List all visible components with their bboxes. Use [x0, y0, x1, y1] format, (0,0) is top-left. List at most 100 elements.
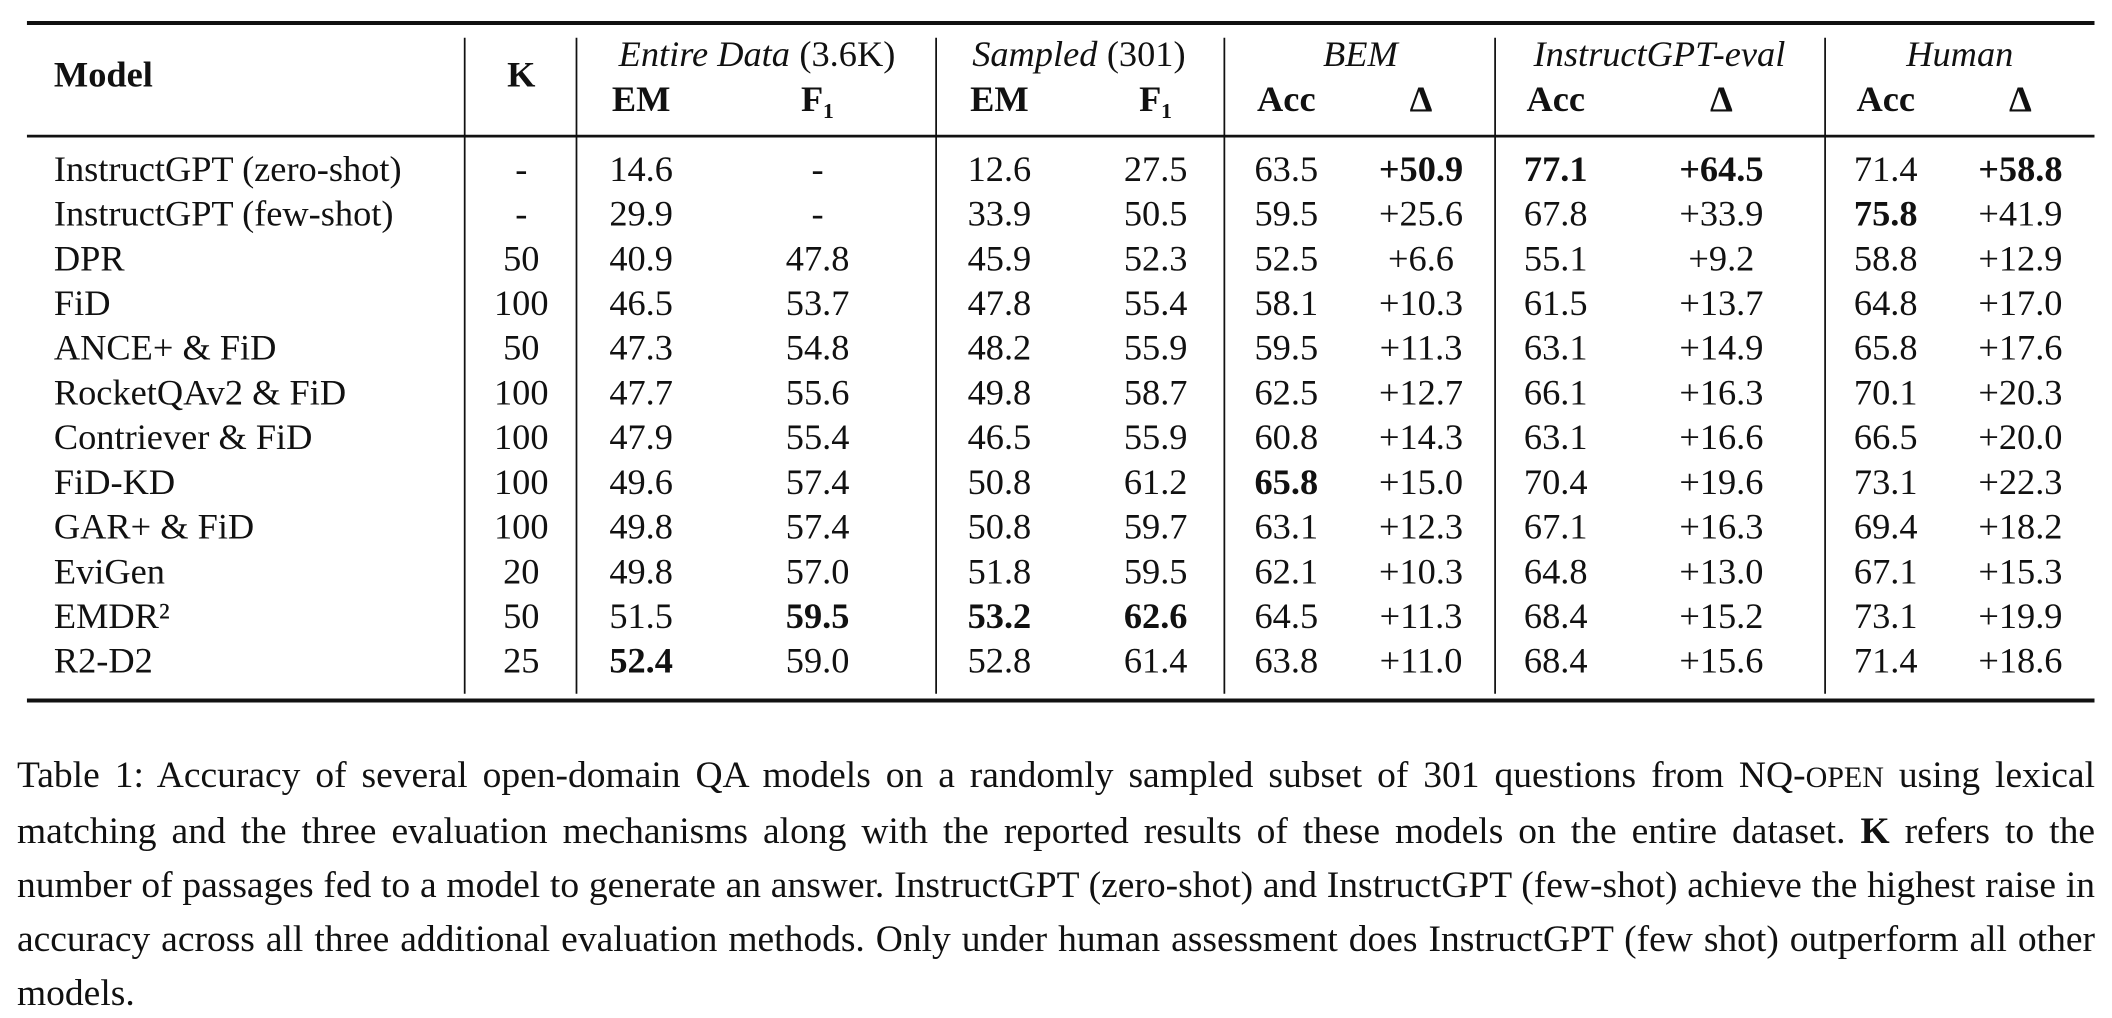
table-cell: +19.9 [1978, 596, 2062, 636]
table-cell: 65.8 [1255, 462, 1319, 502]
table-cell: 29.9 [609, 194, 673, 234]
group-header: Human [1905, 34, 2013, 74]
subcolumn-header: EM [970, 79, 1029, 119]
table-cell: 68.4 [1524, 596, 1588, 636]
table-cell: 25 [503, 641, 539, 681]
table-cell: 49.8 [609, 507, 673, 547]
table-cell: +19.6 [1679, 462, 1763, 502]
table-cell: 57.4 [786, 507, 850, 547]
table-cell: 63.1 [1524, 328, 1588, 368]
table-cell: 47.9 [609, 417, 673, 457]
table-cell: 52.8 [968, 641, 1032, 681]
table-cell: 59.5 [1255, 194, 1319, 234]
group-name: Sampled [972, 34, 1098, 74]
table-cell: +15.3 [1978, 551, 2062, 591]
model-name: RocketQAv2 & FiD [54, 372, 346, 412]
subcolumn-header: Acc [1526, 79, 1585, 119]
table-cell: 55.4 [786, 417, 850, 457]
table-cell: 57.0 [786, 551, 850, 591]
table-cell: +20.0 [1978, 417, 2062, 457]
group-header: Entire Data (3.6K) [618, 34, 896, 74]
table-cell: 50.5 [1124, 194, 1188, 234]
table-cell: 55.1 [1524, 238, 1588, 278]
table-cell: +41.9 [1978, 194, 2062, 234]
model-name: GAR+ & FiD [54, 507, 254, 547]
subcolumn-header: Acc [1257, 79, 1316, 119]
table-cell: 73.1 [1854, 462, 1918, 502]
table-cell: 64.5 [1255, 596, 1319, 636]
table-cell: 51.5 [609, 596, 673, 636]
table-cell: 67.1 [1854, 551, 1918, 591]
table-cell: 46.5 [968, 417, 1032, 457]
group-name: Entire Data [618, 34, 790, 74]
table-cell: 66.1 [1524, 372, 1588, 412]
table-cell: 52.3 [1124, 238, 1188, 278]
table-cell: 47.3 [609, 328, 673, 368]
table-cell: 100 [494, 372, 549, 412]
table-cell: - [515, 194, 527, 234]
model-name: InstructGPT (zero-shot) [54, 149, 402, 189]
table-cell: 55.9 [1124, 417, 1188, 457]
group-header: InstructGPT-eval [1533, 34, 1786, 74]
table-cell: 62.6 [1124, 596, 1188, 636]
table-cell: +12.9 [1978, 238, 2062, 278]
table-caption: Table 1: Accuracy of several open-domain… [17, 749, 2095, 1018]
table-cell: 100 [494, 417, 549, 457]
table-cell: 62.5 [1255, 372, 1319, 412]
table-cell: 49.6 [609, 462, 673, 502]
table-cell: 46.5 [609, 283, 673, 323]
table-cell: 55.6 [786, 372, 850, 412]
table-cell: 20 [503, 551, 539, 591]
table-cell: 14.6 [609, 149, 673, 189]
table-cell: 33.9 [968, 194, 1032, 234]
table-cell: 59.5 [786, 596, 850, 636]
caption-text: Table 1: Accuracy of several open-domain… [17, 755, 1806, 796]
table-cell: 71.4 [1854, 641, 1918, 681]
subcolumn-header: Δ [1710, 79, 1733, 119]
table-cell: 69.4 [1854, 507, 1918, 547]
table-cell: +17.6 [1978, 328, 2062, 368]
table-cell: 100 [494, 507, 549, 547]
subcolumn-header: F₁ [801, 79, 834, 119]
table-cell: +15.6 [1679, 641, 1763, 681]
table-cell: 70.4 [1524, 462, 1588, 502]
table-cell: +17.0 [1978, 283, 2062, 323]
table-cell: +6.6 [1388, 238, 1454, 278]
table-cell: 47.7 [609, 372, 673, 412]
table-cell: +13.0 [1679, 551, 1763, 591]
table-cell: +16.6 [1679, 417, 1763, 457]
table-cell: +11.3 [1380, 596, 1463, 636]
model-header: Model [54, 55, 153, 95]
table-cell: 67.1 [1524, 507, 1588, 547]
table-cell: 100 [494, 462, 549, 502]
table-cell: 59.7 [1124, 507, 1188, 547]
table-cell: 58.7 [1124, 372, 1188, 412]
table-cell: - [812, 149, 824, 189]
table-cell: +15.0 [1379, 462, 1463, 502]
table-cell: +14.9 [1679, 328, 1763, 368]
table-cell: +64.5 [1679, 149, 1763, 189]
table-cell: +9.2 [1688, 238, 1754, 278]
subcolumn-header: EM [612, 79, 671, 119]
caption-text: refers to the number of passages fed to … [17, 811, 2095, 1014]
group-header: Sampled (301) [972, 34, 1185, 74]
group-name: BEM [1323, 34, 1399, 74]
table-cell: 59.5 [1124, 551, 1188, 591]
table-cell: +22.3 [1978, 462, 2062, 502]
model-name: InstructGPT (few-shot) [54, 194, 394, 234]
table-cell: 65.8 [1854, 328, 1918, 368]
table-cell: +33.9 [1679, 194, 1763, 234]
table-cell: 49.8 [968, 372, 1032, 412]
table-cell: +20.3 [1978, 372, 2062, 412]
table-cell: +18.6 [1978, 641, 2062, 681]
table-cell: +50.9 [1379, 149, 1463, 189]
caption-text: K [1860, 811, 1890, 852]
results-table: Model K Entire Data (3.6K) EM F₁ Sampled (301… [26, 20, 2095, 703]
table-cell: +16.3 [1679, 507, 1763, 547]
model-name: EMDR² [54, 596, 170, 636]
table-cell: +18.2 [1978, 507, 2062, 547]
table-cell: +11.3 [1380, 328, 1463, 368]
table-cell: 63.5 [1255, 149, 1319, 189]
table-cell: 67.8 [1524, 194, 1588, 234]
table-cell: 50.8 [968, 462, 1032, 502]
